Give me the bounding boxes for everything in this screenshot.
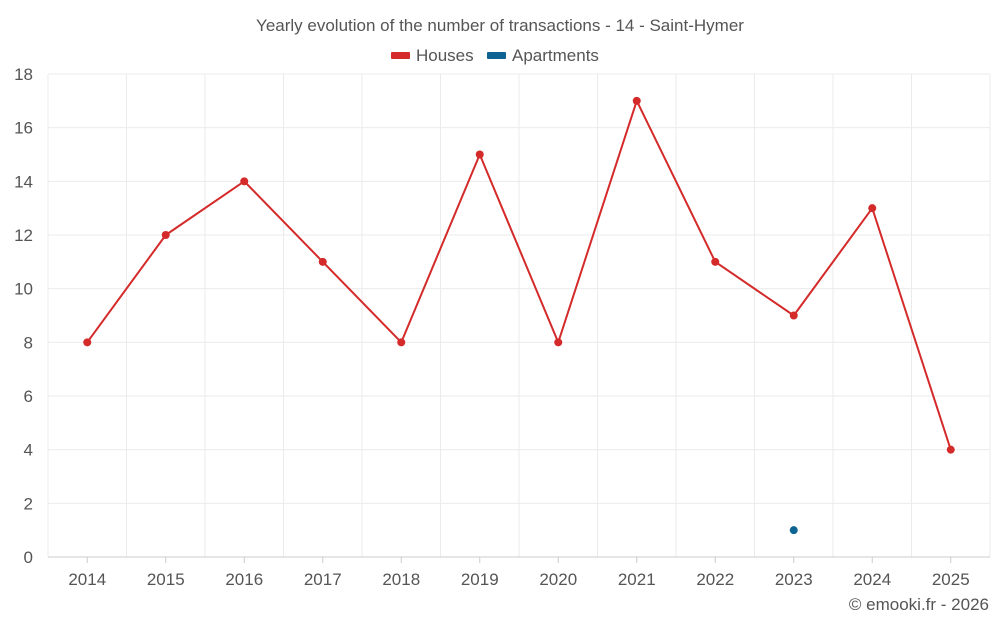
- x-tick-label: 2018: [382, 570, 420, 589]
- x-axis-ticks: 2014 2015 2016 2017 2018 2019 2020 2021 2022 2023…: [68, 557, 970, 589]
- data-point-houses-2025[interactable]: [946, 445, 955, 454]
- x-tick-label: 2025: [932, 570, 970, 589]
- y-tick-label: 18: [14, 65, 33, 84]
- chart-title: Yearly evolution of the number of transa…: [256, 16, 744, 35]
- legend-item-apartments[interactable]: Apartments: [487, 46, 599, 65]
- data-point-apartments-2023[interactable]: [789, 526, 798, 535]
- x-tick-label: 2015: [147, 570, 185, 589]
- y-tick-label: 2: [24, 494, 33, 513]
- data-point-houses-2023[interactable]: [789, 311, 798, 320]
- data-point-houses-2022[interactable]: [711, 257, 720, 266]
- x-tick-label: 2014: [68, 570, 106, 589]
- x-gridlines: [47, 74, 991, 557]
- series-houses: [83, 96, 955, 454]
- legend: Houses Apartments: [391, 46, 599, 65]
- data-point-houses-2016[interactable]: [240, 177, 249, 186]
- y-tick-label: 16: [14, 119, 33, 138]
- data-point-houses-2021[interactable]: [632, 96, 641, 105]
- x-tick-label: 2022: [696, 570, 734, 589]
- x-tick-label: 2017: [304, 570, 342, 589]
- data-point-houses-2024[interactable]: [868, 204, 877, 213]
- x-tick-label: 2020: [539, 570, 577, 589]
- data-point-houses-2018[interactable]: [397, 338, 406, 347]
- series-apartments: [789, 526, 798, 535]
- series-layer: [83, 96, 955, 535]
- x-tick-label: 2019: [461, 570, 499, 589]
- legend-label-apartments: Apartments: [512, 46, 599, 65]
- data-point-houses-2020[interactable]: [554, 338, 563, 347]
- y-tick-label: 0: [24, 548, 33, 567]
- x-tick-label: 2021: [618, 570, 656, 589]
- data-point-houses-2017[interactable]: [318, 257, 327, 266]
- data-point-houses-2019[interactable]: [475, 150, 484, 159]
- y-tick-label: 12: [14, 226, 33, 245]
- y-tick-label: 4: [24, 441, 33, 460]
- y-axis-ticks: 0 2 4 6 8 10 12 14 16 18: [14, 65, 33, 567]
- y-tick-label: 10: [14, 280, 33, 299]
- legend-swatch-houses: [391, 52, 410, 59]
- legend-label-houses: Houses: [416, 46, 474, 65]
- data-point-houses-2015[interactable]: [161, 231, 170, 239]
- legend-swatch-apartments: [487, 52, 506, 59]
- y-tick-label: 6: [24, 387, 33, 406]
- data-point-houses-2014[interactable]: [83, 338, 92, 347]
- y-tick-label: 8: [24, 333, 33, 352]
- x-tick-label: 2024: [853, 570, 891, 589]
- series-line-houses: [86, 99, 952, 450]
- x-tick-label: 2023: [775, 570, 813, 589]
- x-tick-label: 2016: [225, 570, 263, 589]
- credit-text: © emooki.fr - 2026: [849, 595, 989, 614]
- legend-item-houses[interactable]: Houses: [391, 46, 474, 65]
- y-tick-label: 14: [14, 172, 33, 191]
